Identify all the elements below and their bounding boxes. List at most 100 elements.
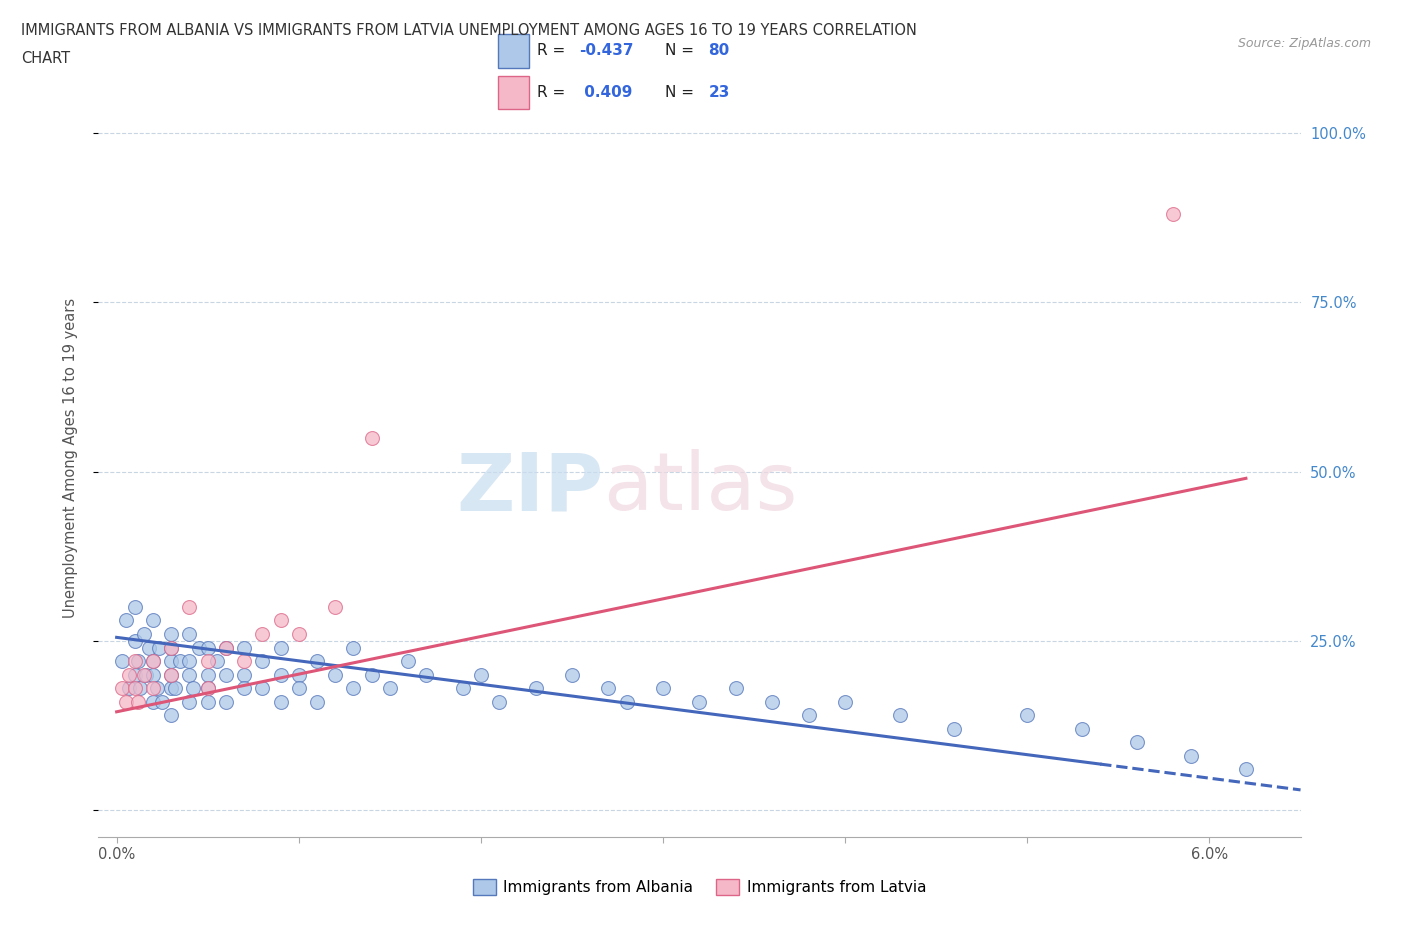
Point: [305, 654, 328, 669]
Point: [233, 640, 256, 655]
Point: [179, 654, 201, 669]
Point: [135, 667, 157, 682]
Point: [128, 694, 150, 709]
Bar: [498, 75, 529, 109]
Point: [524, 681, 547, 696]
Point: [138, 640, 160, 655]
Point: [114, 613, 136, 628]
Point: [1017, 708, 1039, 723]
Point: [160, 654, 183, 669]
Y-axis label: Unemployment Among Ages 16 to 19 years: Unemployment Among Ages 16 to 19 years: [63, 298, 77, 618]
Legend: Immigrants from Albania, Immigrants from Latvia: Immigrants from Albania, Immigrants from…: [467, 873, 932, 901]
Point: [197, 694, 219, 709]
Point: [378, 681, 401, 696]
Point: [179, 627, 201, 642]
Point: [142, 654, 165, 669]
Point: [233, 654, 256, 669]
Point: [415, 667, 437, 682]
Point: [142, 654, 165, 669]
Point: [197, 681, 219, 696]
Point: [360, 431, 382, 445]
Point: [1071, 722, 1094, 737]
Point: [179, 600, 201, 615]
Point: [169, 654, 191, 669]
Point: [145, 681, 167, 696]
Point: [118, 667, 141, 682]
Point: [205, 654, 228, 669]
Point: [150, 694, 173, 709]
Point: [598, 681, 620, 696]
Point: [142, 667, 165, 682]
Point: [215, 694, 238, 709]
Point: [233, 667, 256, 682]
Point: [124, 654, 146, 669]
Point: [118, 681, 141, 696]
Point: [111, 681, 134, 696]
Point: [160, 640, 183, 655]
Point: [1180, 749, 1202, 764]
Bar: [498, 34, 529, 68]
Point: [1125, 735, 1147, 750]
Point: [360, 667, 382, 682]
Point: [142, 681, 165, 696]
Point: [252, 654, 274, 669]
Point: [287, 627, 309, 642]
Point: [187, 640, 209, 655]
Point: [181, 681, 204, 696]
Point: [761, 694, 783, 709]
Point: [114, 694, 136, 709]
Point: [160, 640, 183, 655]
Point: [270, 613, 292, 628]
Point: [652, 681, 675, 696]
Text: atlas: atlas: [603, 449, 797, 527]
Point: [688, 694, 710, 709]
Point: [111, 654, 134, 669]
Point: [724, 681, 747, 696]
Point: [834, 694, 856, 709]
Point: [124, 600, 146, 615]
Point: [160, 681, 183, 696]
Point: [124, 681, 146, 696]
Point: [1234, 762, 1257, 777]
Text: IMMIGRANTS FROM ALBANIA VS IMMIGRANTS FROM LATVIA UNEMPLOYMENT AMONG AGES 16 TO : IMMIGRANTS FROM ALBANIA VS IMMIGRANTS FR…: [21, 23, 917, 38]
Text: ZIP: ZIP: [456, 449, 603, 527]
Text: 23: 23: [709, 85, 730, 100]
Point: [1161, 207, 1184, 222]
Point: [270, 694, 292, 709]
Point: [342, 681, 364, 696]
Point: [142, 694, 165, 709]
Point: [252, 627, 274, 642]
Text: R =: R =: [537, 44, 569, 59]
Point: [287, 681, 309, 696]
Point: [323, 667, 346, 682]
Point: [197, 654, 219, 669]
Point: [797, 708, 820, 723]
Point: [124, 667, 146, 682]
Point: [197, 667, 219, 682]
Point: [160, 667, 183, 682]
Text: -0.437: -0.437: [579, 44, 633, 59]
Point: [616, 694, 638, 709]
Point: [163, 681, 186, 696]
Point: [197, 681, 219, 696]
Point: [396, 654, 419, 669]
Text: CHART: CHART: [21, 51, 70, 66]
Text: Source: ZipAtlas.com: Source: ZipAtlas.com: [1237, 37, 1371, 50]
Point: [488, 694, 510, 709]
Point: [179, 694, 201, 709]
Point: [197, 640, 219, 655]
Text: N =: N =: [665, 44, 699, 59]
Point: [451, 681, 474, 696]
Point: [561, 667, 583, 682]
Point: [129, 681, 152, 696]
Point: [142, 613, 165, 628]
Point: [160, 627, 183, 642]
Point: [470, 667, 492, 682]
Point: [124, 633, 146, 648]
Point: [148, 640, 170, 655]
Point: [160, 708, 183, 723]
Text: 80: 80: [709, 44, 730, 59]
Point: [252, 681, 274, 696]
Point: [215, 640, 238, 655]
Point: [233, 681, 256, 696]
